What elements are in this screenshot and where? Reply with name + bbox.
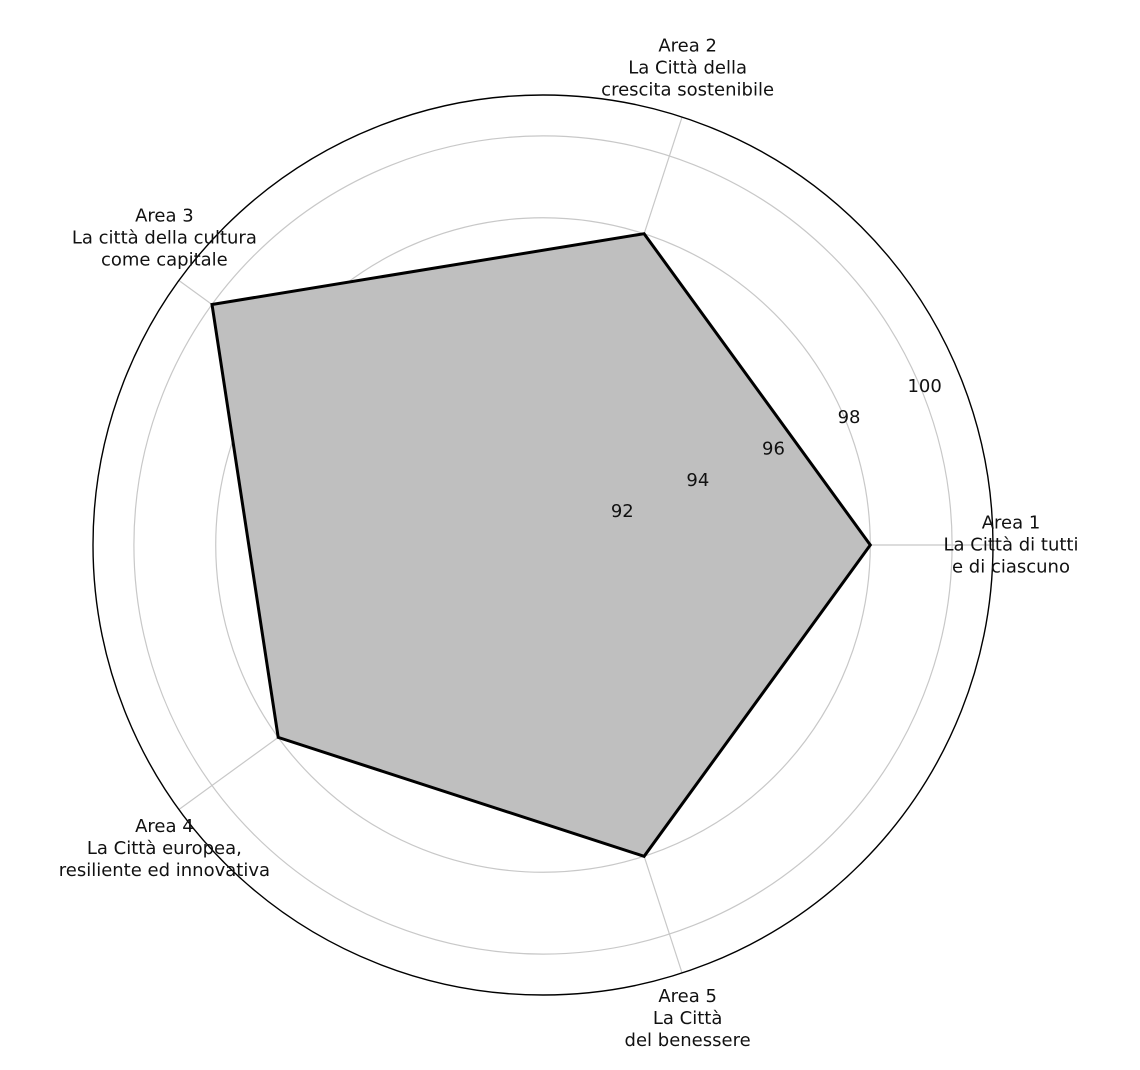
tick-label: 94 [686, 470, 709, 491]
tick-label: 96 [762, 439, 785, 460]
category-label: Area 4La Città europea,resiliente ed inn… [59, 816, 270, 881]
category-label-line: La Città della [628, 58, 747, 79]
category-label-line: crescita sostenibile [601, 80, 774, 101]
tick-label: 98 [838, 407, 861, 428]
category-label-line: La Città di tutti [944, 535, 1079, 556]
category-label-line: Area 2 [658, 36, 717, 57]
series-area [210, 232, 873, 859]
category-label-line: come capitale [101, 250, 228, 271]
tick-label: 100 [907, 376, 941, 397]
category-label-line: Area 1 [982, 513, 1041, 534]
category-label-line: Area 3 [135, 206, 194, 227]
tick-labels: 92 94 96 98 100 [611, 376, 942, 522]
data-layer [210, 232, 873, 859]
category-label-line: e di ciascuno [952, 557, 1070, 578]
category-label-line: Area 5 [658, 986, 717, 1007]
outer-boundary [92, 94, 994, 996]
category-label-line: Area 4 [135, 816, 194, 837]
category-label-line: La Città europea, [87, 838, 242, 859]
category-label-line: La città della cultura [72, 228, 257, 249]
category-label-line: La Città [653, 1008, 723, 1029]
tick-label: 92 [611, 501, 634, 522]
category-label-line: del benessere [625, 1030, 751, 1051]
category-label-line: resiliente ed innovativa [59, 860, 270, 881]
